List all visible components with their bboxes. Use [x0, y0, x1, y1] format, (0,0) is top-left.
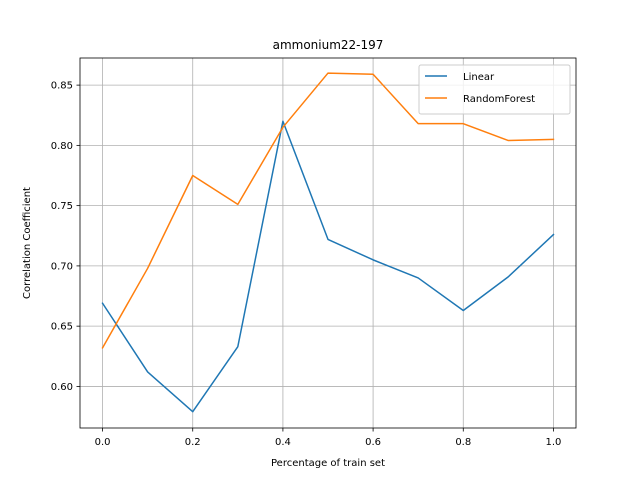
- y-tick-label: 0.80: [51, 141, 73, 152]
- legend: Linear RandomForest: [418, 64, 571, 115]
- series-line-linear: [101, 120, 555, 413]
- x-tick-label: 0.8: [455, 437, 471, 448]
- y-tick-label: 0.65: [51, 322, 73, 333]
- y-axis-title: Correlation Coefficient: [22, 187, 33, 299]
- x-tick-label: 0.4: [275, 437, 291, 448]
- plot-frame: [79, 57, 577, 429]
- chart-title: ammonium22-197: [273, 38, 384, 52]
- y-tick-label: 0.75: [51, 201, 73, 212]
- series-lines: [101, 72, 555, 413]
- y-tick-label: 0.70: [51, 261, 73, 272]
- y-axis-ticks: 0.60 0.65 0.70 0.75 0.80 0.85: [51, 81, 80, 393]
- y-tick-label: 0.60: [51, 382, 73, 393]
- plot-area: [80, 58, 576, 428]
- x-tick-label: 0.6: [365, 437, 381, 448]
- x-tick-label: 0.2: [185, 437, 201, 448]
- legend-label-randomforest: RandomForest: [463, 94, 535, 105]
- legend-label-linear: Linear: [463, 72, 495, 83]
- x-tick-label: 1.0: [546, 437, 562, 448]
- x-axis-title: Percentage of train set: [271, 458, 385, 469]
- x-tick-label: 0.0: [95, 437, 111, 448]
- grid-lines: [80, 58, 576, 428]
- y-tick-label: 0.85: [51, 81, 73, 92]
- series-line-randomforest: [101, 72, 555, 349]
- legend-box: [418, 64, 571, 115]
- x-axis-ticks: 0.0 0.2 0.4 0.6 0.8 1.0: [95, 428, 562, 448]
